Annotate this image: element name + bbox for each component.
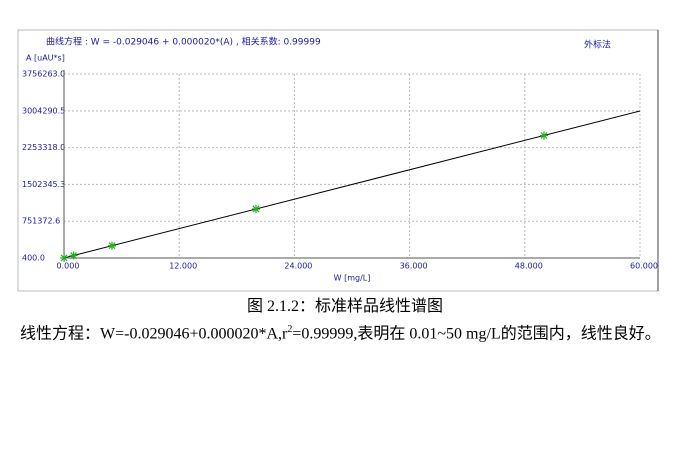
chart-frame xyxy=(17,29,659,292)
paragraph: 线性方程：W=-0.029046+0.000020*A,r2=0.99999,表… xyxy=(20,317,670,346)
x-tick-label: 0.000 xyxy=(57,262,80,271)
y-tick-label: 3004290.5 xyxy=(22,106,65,115)
y-tick-label: 400.0 xyxy=(22,254,45,263)
x-tick-label: 12.000 xyxy=(169,262,197,271)
y-tick-label: 1502345.3 xyxy=(22,180,65,189)
x-tick-label: 60.000 xyxy=(630,262,658,271)
y-tick-label: 751372.6 xyxy=(22,217,60,226)
y-axis-label: A [uAU*s] xyxy=(26,54,65,63)
chart-title: 曲线方程 : W = -0.029046 + 0.000020*(A) , 相关… xyxy=(46,36,321,48)
data-point xyxy=(60,253,69,262)
y-tick-label: 3756263.0 xyxy=(22,70,65,79)
data-point xyxy=(69,251,78,260)
data-point xyxy=(108,241,116,250)
method-label: 外标法 xyxy=(584,39,611,51)
caption: 图 2.1.2：标准样品线性谱图 xyxy=(246,298,443,315)
chart: 曲线方程 : W = -0.029046 + 0.000020*(A) , 相关… xyxy=(17,29,659,292)
x-axis-label: W [mg/L] xyxy=(334,274,371,283)
text: 线性方程：W=-0.029046+0.000020*A,r xyxy=(20,325,288,343)
text: =0.99999,表明在 0.01~50 mg/L的范围内，线性良好。 xyxy=(292,325,661,343)
data-point xyxy=(252,204,260,213)
x-tick-label: 48.000 xyxy=(515,262,543,271)
data-point xyxy=(540,131,548,140)
superscript: 2 xyxy=(287,324,293,335)
x-tick-label: 24.000 xyxy=(284,262,312,271)
y-tick-label: 2253318.0 xyxy=(22,143,65,152)
x-tick-label: 36.000 xyxy=(400,262,428,271)
